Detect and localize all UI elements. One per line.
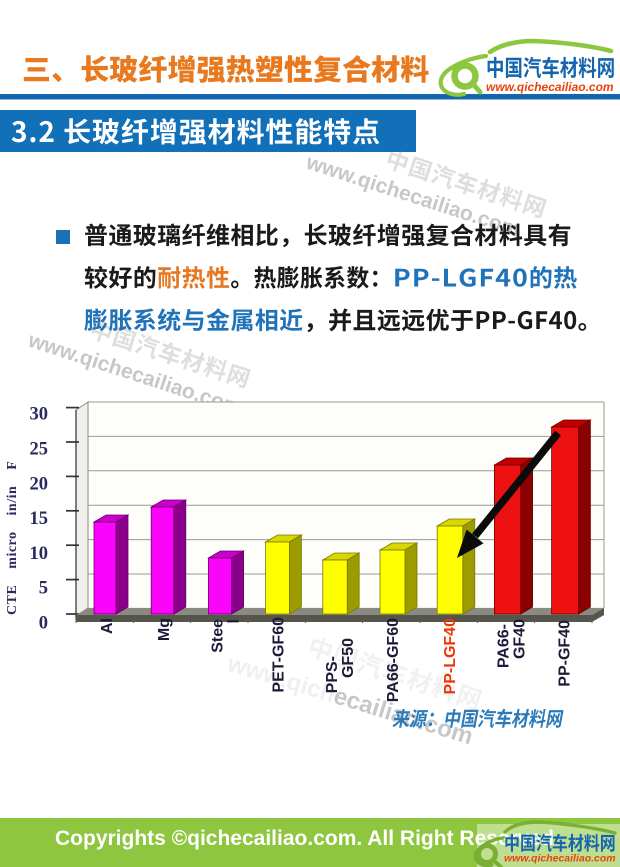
svg-text:PP-LGF40: PP-LGF40 — [442, 618, 459, 695]
svg-text:Al: Al — [99, 618, 116, 634]
svg-text:5: 5 — [39, 579, 48, 599]
svg-text:PET-GF60: PET-GF60 — [271, 617, 288, 693]
svg-text:CTE micro in/in F: CTE micro in/in F — [5, 461, 20, 615]
svg-text:PPS-: PPS- — [324, 656, 341, 693]
svg-text:15: 15 — [30, 509, 49, 529]
svg-text:www.qichecailiao.com: www.qichecailiao.com — [504, 853, 616, 865]
svg-text:l: l — [225, 619, 242, 623]
svg-text:Mg: Mg — [156, 618, 173, 641]
svg-text:GF40: GF40 — [511, 619, 528, 659]
svg-text:10: 10 — [30, 544, 49, 564]
svg-text:PA66-GF60: PA66-GF60 — [385, 618, 402, 702]
svg-text:www.qichecailiao.com: www.qichecailiao.com — [486, 80, 614, 94]
svg-text:PA66-: PA66- — [495, 624, 512, 668]
svg-text:PP-GF40: PP-GF40 — [557, 620, 574, 687]
svg-text:Copyrights ©qichecailiao.com.: Copyrights ©qichecailiao.com. All Right … — [55, 827, 554, 850]
svg-text:25: 25 — [30, 440, 49, 460]
svg-text:GF50: GF50 — [340, 638, 357, 678]
svg-text:30: 30 — [30, 405, 49, 425]
svg-text:Stee: Stee — [209, 619, 226, 653]
svg-text:0: 0 — [39, 614, 48, 634]
svg-text:20: 20 — [30, 474, 49, 494]
